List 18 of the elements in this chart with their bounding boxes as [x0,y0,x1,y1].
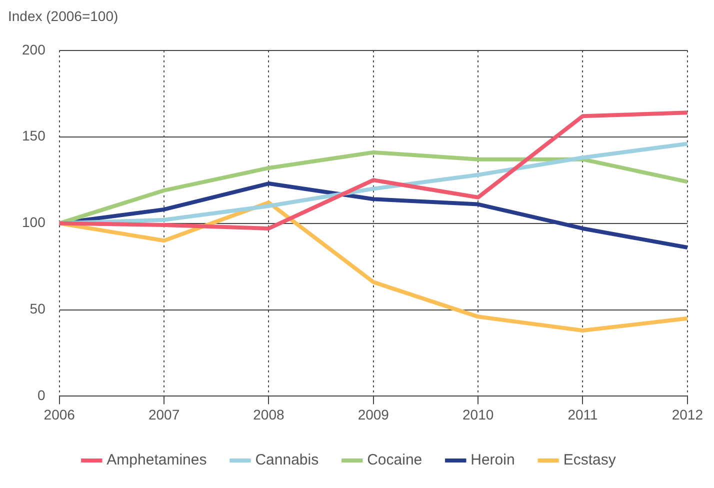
y-tick-label: 100 [22,214,46,230]
x-tick-label: 2009 [358,406,390,422]
legend-label: Heroin [470,452,515,469]
x-tick-label: 2010 [462,406,494,422]
x-tick-label: 2008 [253,406,284,422]
legend-label: Cannabis [255,452,319,469]
y-tick-label: 50 [30,300,46,317]
y-tick-label: 200 [22,41,46,58]
x-tick-label: 2012 [672,406,704,422]
legend-label: Cocaine [367,452,422,469]
y-axis-title: Index (2006=100) [8,8,120,26]
y-tick-label: 0 [38,387,46,404]
y-tick-label: 150 [22,128,46,144]
x-tick-label: 2007 [148,406,180,422]
legend-label: Ecstasy [563,452,616,469]
x-tick-label: 2011 [568,406,598,422]
x-tick-label: 2006 [44,406,76,422]
legend-label: Amphetamines [106,452,207,469]
